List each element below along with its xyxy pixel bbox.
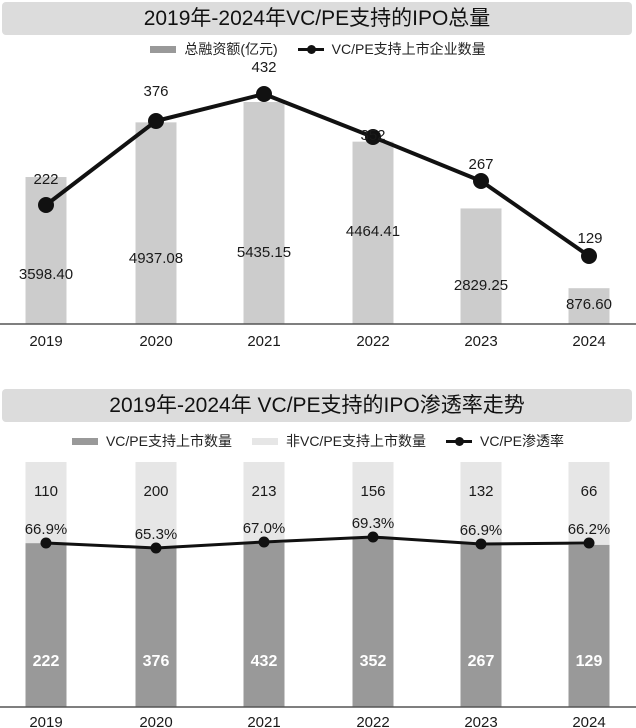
- vcpe-label: 352: [360, 653, 387, 670]
- legend-item-financing: 总融资额(亿元): [150, 39, 278, 59]
- legend-item-ipo-count: VC/PE支持上市企业数量: [297, 39, 486, 59]
- penetration-point: [475, 538, 487, 550]
- financing-bar: [568, 288, 610, 324]
- vcpe-bar: [568, 544, 610, 707]
- penetration-label: 67.0%: [243, 520, 286, 537]
- penetration-point: [40, 537, 52, 549]
- legend-item-penetration: VC/PE渗透率: [446, 431, 564, 451]
- ipo-count-label: 129: [577, 230, 602, 247]
- non-vcpe-bar: [25, 462, 67, 544]
- penetration-label: 66.9%: [460, 522, 503, 539]
- chart1-plot: 3598.40 4937.08 5435.15 4464.41 2829.25 876.6…: [0, 60, 636, 350]
- x-tick-label: 2019: [29, 333, 62, 350]
- penetration-line: [45, 535, 590, 550]
- x-tick-label: 2023: [464, 333, 497, 350]
- financing-label: 2829.25: [454, 277, 508, 294]
- ipo-count-point: [473, 173, 489, 189]
- x-tick-label: 2022: [356, 714, 389, 728]
- non-vcpe-bar: [352, 462, 394, 538]
- ipo-count-point: [581, 248, 597, 264]
- vcpe-bar: [460, 543, 502, 707]
- legend-label: 总融资额(亿元): [184, 41, 278, 57]
- vcpe-label: 376: [143, 653, 170, 670]
- vcpe-bar: [352, 537, 394, 707]
- vcpe-bar: [135, 547, 177, 707]
- x-tick-label: 2023: [464, 714, 497, 728]
- line-marker-icon: [446, 436, 472, 446]
- non-vcpe-label: 110: [34, 483, 58, 500]
- vcpe-label: 129: [576, 653, 603, 670]
- non-vcpe-label: 213: [251, 483, 276, 500]
- chart2-legend: VC/PE支持上市数量 非VC/PE支持上市数量 VC/PE渗透率: [0, 430, 636, 452]
- bar-swatch-icon: [71, 437, 98, 445]
- ipo-count-point: [38, 197, 54, 213]
- vcpe-label: 222: [33, 653, 60, 670]
- legend-item-vcpe-count: VC/PE支持上市数量: [71, 431, 232, 451]
- bar-swatch-icon: [251, 437, 278, 445]
- x-tick-label: 2024: [572, 714, 605, 728]
- financing-bar: [135, 122, 177, 325]
- x-tick-label: 2021: [247, 714, 280, 728]
- chart2-title: 2019年-2024年 VC/PE支持的IPO渗透率走势: [2, 389, 632, 422]
- non-vcpe-bar: [243, 462, 285, 543]
- legend-label: VC/PE渗透率: [480, 433, 565, 449]
- ipo-count-label: 267: [468, 156, 493, 173]
- non-vcpe-label: 156: [360, 483, 385, 500]
- penetration-label: 65.3%: [135, 526, 178, 543]
- ipo-count-label: 222: [33, 171, 58, 188]
- ipo-count-label: 352: [360, 127, 385, 144]
- financing-label: 4464.41: [346, 223, 400, 240]
- legend-label: VC/PE支持上市企业数量: [331, 41, 486, 57]
- penetration-point: [583, 537, 595, 549]
- non-vcpe-label: 132: [468, 483, 493, 500]
- x-tick-label: 2021: [247, 333, 280, 350]
- ipo-count-point: [256, 86, 272, 102]
- financing-label: 5435.15: [237, 244, 291, 261]
- ipo-count-line: [44, 92, 591, 258]
- chart2-plot: 110 200 213 156 132 66 222 376 432 352 267 129 66.9%…: [0, 462, 636, 728]
- financing-bar: [460, 208, 502, 324]
- penetration-point: [150, 542, 162, 554]
- legend-label: VC/PE支持上市数量: [105, 433, 232, 449]
- vcpe-label: 267: [468, 653, 495, 670]
- vcpe-bar: [25, 543, 67, 707]
- x-tick-label: 2024: [572, 333, 605, 350]
- non-vcpe-label: 200: [143, 483, 168, 500]
- chart1-legend: 总融资额(亿元) VC/PE支持上市企业数量: [0, 38, 636, 60]
- financing-bar: [352, 141, 394, 324]
- bar-swatch-icon: [150, 45, 177, 53]
- ipo-count-point: [148, 113, 164, 129]
- non-vcpe-label: 66: [581, 483, 598, 500]
- line-marker-icon: [297, 44, 324, 54]
- non-vcpe-bar: [135, 462, 177, 548]
- non-vcpe-bar: [460, 462, 502, 544]
- vcpe-bar: [243, 542, 285, 707]
- financing-label: 3598.40: [19, 266, 73, 283]
- vcpe-label: 432: [251, 653, 278, 670]
- x-tick-label: 2019: [29, 714, 62, 728]
- x-tick-label: 2020: [139, 333, 172, 350]
- chart1-title: 2019年-2024年VC/PE支持的IPO总量: [2, 2, 632, 35]
- x-tick-label: 2020: [139, 714, 172, 728]
- legend-item-non-vcpe-count: 非VC/PE支持上市数量: [251, 431, 426, 451]
- penetration-point: [258, 536, 270, 548]
- financing-bar: [243, 102, 285, 324]
- ipo-count-point: [365, 129, 381, 145]
- financing-label: 4937.08: [129, 250, 183, 267]
- financing-label: 876.60: [566, 296, 612, 313]
- penetration-label: 66.2%: [568, 521, 611, 538]
- ipo-count-label: 376: [143, 83, 168, 100]
- penetration-label: 69.3%: [352, 515, 395, 532]
- penetration-label: 66.9%: [25, 521, 68, 538]
- penetration-point: [367, 531, 379, 543]
- ipo-count-label: 432: [251, 60, 276, 76]
- x-tick-label: 2022: [356, 333, 389, 350]
- legend-label: 非VC/PE支持上市数量: [285, 433, 426, 449]
- non-vcpe-bar: [568, 462, 610, 545]
